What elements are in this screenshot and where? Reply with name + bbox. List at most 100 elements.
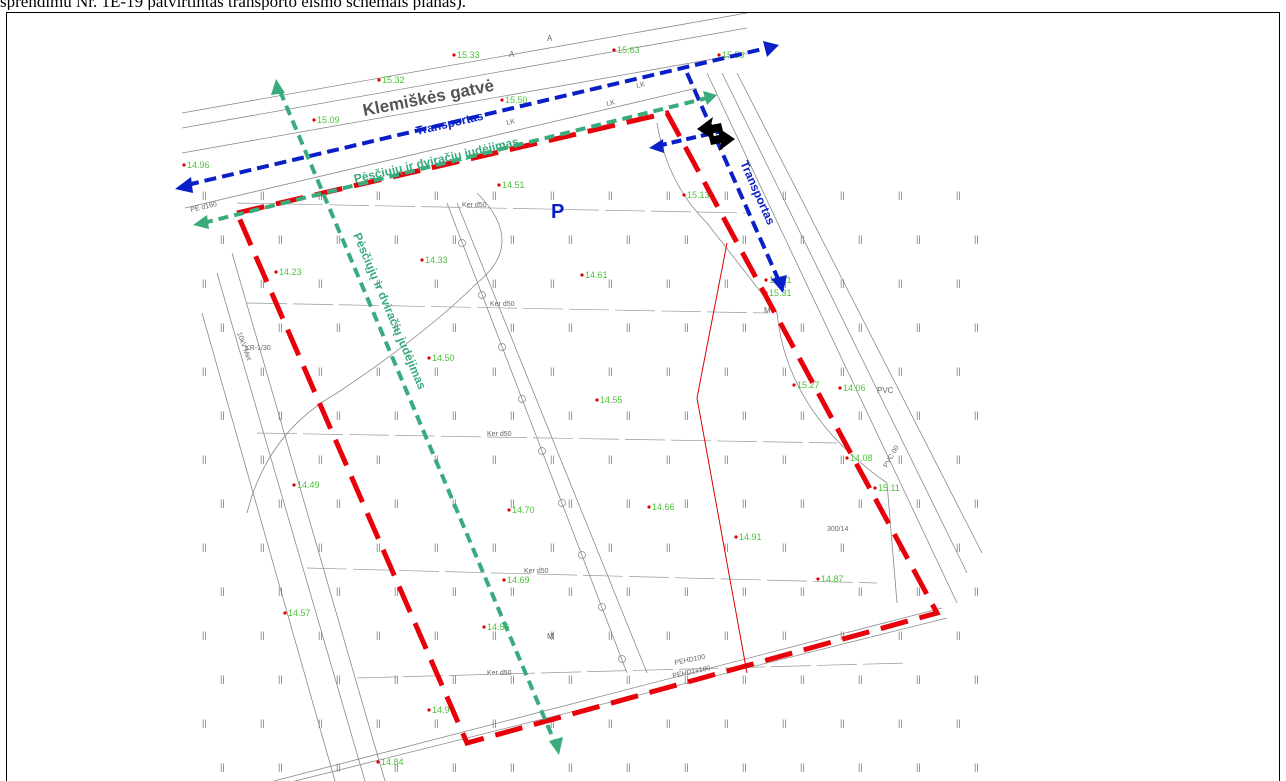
grass-mark: ||: [510, 322, 515, 332]
grass-mark: ||: [492, 718, 497, 728]
grass-mark: ||: [568, 586, 573, 596]
grass-mark: ||: [608, 190, 613, 200]
elevation-label: 14.33: [425, 255, 448, 265]
grass-mark: ||: [666, 542, 671, 552]
grass-mark: ||: [394, 762, 399, 772]
grass-mark: ||: [510, 498, 515, 508]
pedestrian-top-label: Pėsčiųjų ir dviračių judėjimas: [353, 134, 521, 186]
elevation-label: 15.09: [317, 115, 340, 125]
grass-mark: ||: [434, 718, 439, 728]
grass-mark: ||: [898, 190, 903, 200]
elevation-point-marker: [312, 118, 316, 122]
elevation-point-marker: [764, 278, 768, 282]
road-edge-line: [293, 617, 948, 781]
grass-mark: ||: [260, 542, 265, 552]
grass-mark: ||: [568, 762, 573, 772]
grass-mark: ||: [742, 322, 747, 332]
map-letter-label: PVC: [877, 386, 894, 395]
elevation-point-marker: [580, 273, 584, 277]
elevation-point-marker: [734, 535, 738, 539]
utility-label: 300/14: [827, 526, 849, 533]
elevation-point-marker: [427, 356, 431, 360]
grass-mark: ||: [724, 366, 729, 376]
grass-mark: ||: [684, 322, 689, 332]
arrowhead-left-icon: [193, 215, 209, 229]
grass-mark: ||: [800, 762, 805, 772]
elevation-label: 14.61: [585, 270, 608, 280]
grass-mark: ||: [220, 322, 225, 332]
grass-mark: ||: [202, 630, 207, 640]
grass-mark: ||: [394, 586, 399, 596]
grass-mark: ||: [202, 542, 207, 552]
arrowhead-down-icon: [549, 737, 563, 755]
grass-mark: ||: [260, 454, 265, 464]
arrowhead-small-left-icon: [649, 139, 664, 153]
grass-mark: ||: [724, 630, 729, 640]
grass-mark: ||: [260, 190, 265, 200]
grass-mark: ||: [742, 674, 747, 684]
grass-mark: ||: [608, 542, 613, 552]
grass-mark: ||: [626, 498, 631, 508]
grass-mark: ||: [782, 718, 787, 728]
grass-mark: ||: [278, 586, 283, 596]
arrowhead-up-icon: [271, 79, 285, 95]
grass-mark: ||: [684, 674, 689, 684]
grass-mark: ||: [220, 586, 225, 596]
grass-mark: ||: [956, 630, 961, 640]
utility-label: Ker d50: [462, 202, 487, 209]
grass-mark: ||: [376, 278, 381, 288]
grass-mark: ||: [840, 278, 845, 288]
grass-mark: ||: [492, 542, 497, 552]
grass-mark: ||: [956, 454, 961, 464]
grass-mark: ||: [782, 630, 787, 640]
grass-mark: ||: [394, 410, 399, 420]
elevation-point-marker: [682, 193, 686, 197]
grass-mark: ||: [202, 454, 207, 464]
transport-top-label: Transportas: [415, 109, 485, 138]
grass-mark: ||: [916, 586, 921, 596]
grass-mark: ||: [782, 190, 787, 200]
utility-label: Ker d50: [490, 301, 515, 308]
elevation-point-marker: [717, 53, 721, 57]
elevation-label: 14.91: [739, 532, 762, 542]
grass-mark: ||: [376, 718, 381, 728]
grass-mark: ||: [898, 454, 903, 464]
grass-mark: ||: [394, 234, 399, 244]
elevation-point-marker: [845, 456, 849, 460]
grass-mark: ||: [492, 630, 497, 640]
utility-label: PE d160: [190, 201, 218, 214]
elevation-label: 14.50: [432, 353, 455, 363]
grass-mark: ||: [260, 366, 265, 376]
grass-mark: ||: [666, 366, 671, 376]
grass-mark: ||: [278, 234, 283, 244]
grass-mark: ||: [220, 234, 225, 244]
grass-mark: ||: [898, 366, 903, 376]
grass-mark: ||: [278, 498, 283, 508]
elevation-point-marker: [420, 258, 424, 262]
grass-mark: ||: [318, 542, 323, 552]
transport-arrow-top: Transportas: [175, 41, 779, 193]
elevation-label: 14.57: [288, 608, 311, 618]
grass-mark: ||: [916, 674, 921, 684]
grass-mark: ||: [394, 674, 399, 684]
grass-mark: ||: [318, 630, 323, 640]
grass-mark: ||: [782, 366, 787, 376]
utility-label: PEHD100: [674, 654, 706, 667]
grass-mark: ||: [550, 190, 555, 200]
contour-path: [246, 192, 503, 514]
grass-mark: ||: [336, 674, 341, 684]
grass-mark: ||: [916, 498, 921, 508]
grass-mark: ||: [974, 674, 979, 684]
grass-mark: ||: [376, 454, 381, 464]
elevation-point-marker: [595, 398, 599, 402]
grass-mark: ||: [568, 410, 573, 420]
grass-mark: ||: [434, 454, 439, 464]
grass-mark: ||: [318, 366, 323, 376]
grass-mark: ||: [394, 322, 399, 332]
grass-mark: ||: [800, 322, 805, 332]
utility-label: LK: [606, 99, 616, 108]
map-letter-label: A: [547, 34, 553, 43]
grass-marks-layer: || || || || || || || || || || || || || || || || || || || ||…: [202, 190, 979, 772]
arrowhead-down-icon: [771, 275, 787, 293]
grass-mark: ||: [608, 366, 613, 376]
